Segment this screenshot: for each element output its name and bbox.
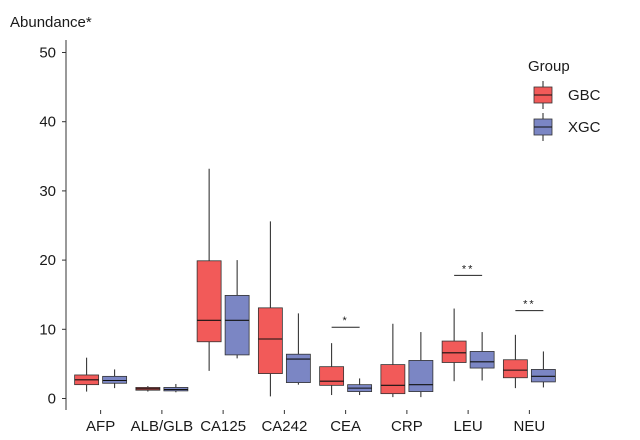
y-tick-label: 40 xyxy=(39,114,56,131)
x-tick-label: CEA xyxy=(330,418,361,435)
box-body xyxy=(319,366,345,386)
box-body xyxy=(441,340,467,363)
legend-title: Group xyxy=(528,58,570,75)
significance-annotations: ***** xyxy=(331,263,544,328)
box-xgc-cea xyxy=(347,378,373,396)
y-axis-label: Abundance* xyxy=(10,14,92,31)
box-body xyxy=(224,294,250,356)
y-tick-label: 0 xyxy=(48,391,56,408)
y-tick-label: 20 xyxy=(39,252,56,269)
y-tick-label: 50 xyxy=(39,45,56,62)
box-xgc-neu xyxy=(530,351,556,388)
box-gbc-alb-glb xyxy=(135,386,161,392)
box-body xyxy=(530,369,556,383)
box-xgc-crp xyxy=(408,332,434,398)
box-body xyxy=(408,360,434,392)
significance-label: * xyxy=(342,315,348,327)
y-tick-label: 10 xyxy=(39,321,56,338)
x-tick-label: ALB/GLB xyxy=(131,418,194,435)
x-tick-label: CRP xyxy=(391,418,423,435)
x-tick-label: AFP xyxy=(86,418,115,435)
box-body xyxy=(380,364,406,395)
box-gbc-cea xyxy=(319,343,345,396)
box-body xyxy=(196,260,222,343)
x-tick-label: CA242 xyxy=(261,418,307,435)
box-gbc-crp xyxy=(380,323,406,398)
box-body xyxy=(257,307,283,374)
x-tick-label: CA125 xyxy=(200,418,246,435)
box-gbc-ca242 xyxy=(257,221,283,397)
legend: Group GBC XGC xyxy=(528,58,601,141)
box-body xyxy=(102,375,128,384)
legend-item-xgc: XGC xyxy=(533,113,601,141)
box-groups xyxy=(74,168,556,398)
box-xgc-alb-glb xyxy=(163,383,189,393)
x-tick-label: LEU xyxy=(454,418,483,435)
box-gbc-ca125 xyxy=(196,168,222,371)
legend-item-gbc: GBC xyxy=(533,81,601,109)
y-axis-ticks: 0 10 20 30 40 50 xyxy=(39,45,66,408)
significance-label: ** xyxy=(462,263,475,275)
y-tick-label: 30 xyxy=(39,183,56,200)
legend-label: XGC xyxy=(568,119,601,136)
box-body xyxy=(502,359,528,379)
box-gbc-afp xyxy=(74,357,100,392)
box-gbc-leu xyxy=(441,308,467,382)
x-axis-ticks: AFP ALB/GLB CA125 CA242 CEA CRP LEU NEU xyxy=(86,410,545,435)
legend-label: GBC xyxy=(568,87,601,104)
x-tick-label: NEU xyxy=(514,418,546,435)
box-body xyxy=(469,351,495,369)
box-xgc-ca125 xyxy=(224,260,250,359)
significance-label: ** xyxy=(523,299,536,311)
box-xgc-ca242 xyxy=(285,313,311,385)
box-gbc-neu xyxy=(502,334,528,389)
box-body xyxy=(285,353,311,383)
box-xgc-afp xyxy=(102,369,128,389)
box-xgc-leu xyxy=(469,332,495,381)
